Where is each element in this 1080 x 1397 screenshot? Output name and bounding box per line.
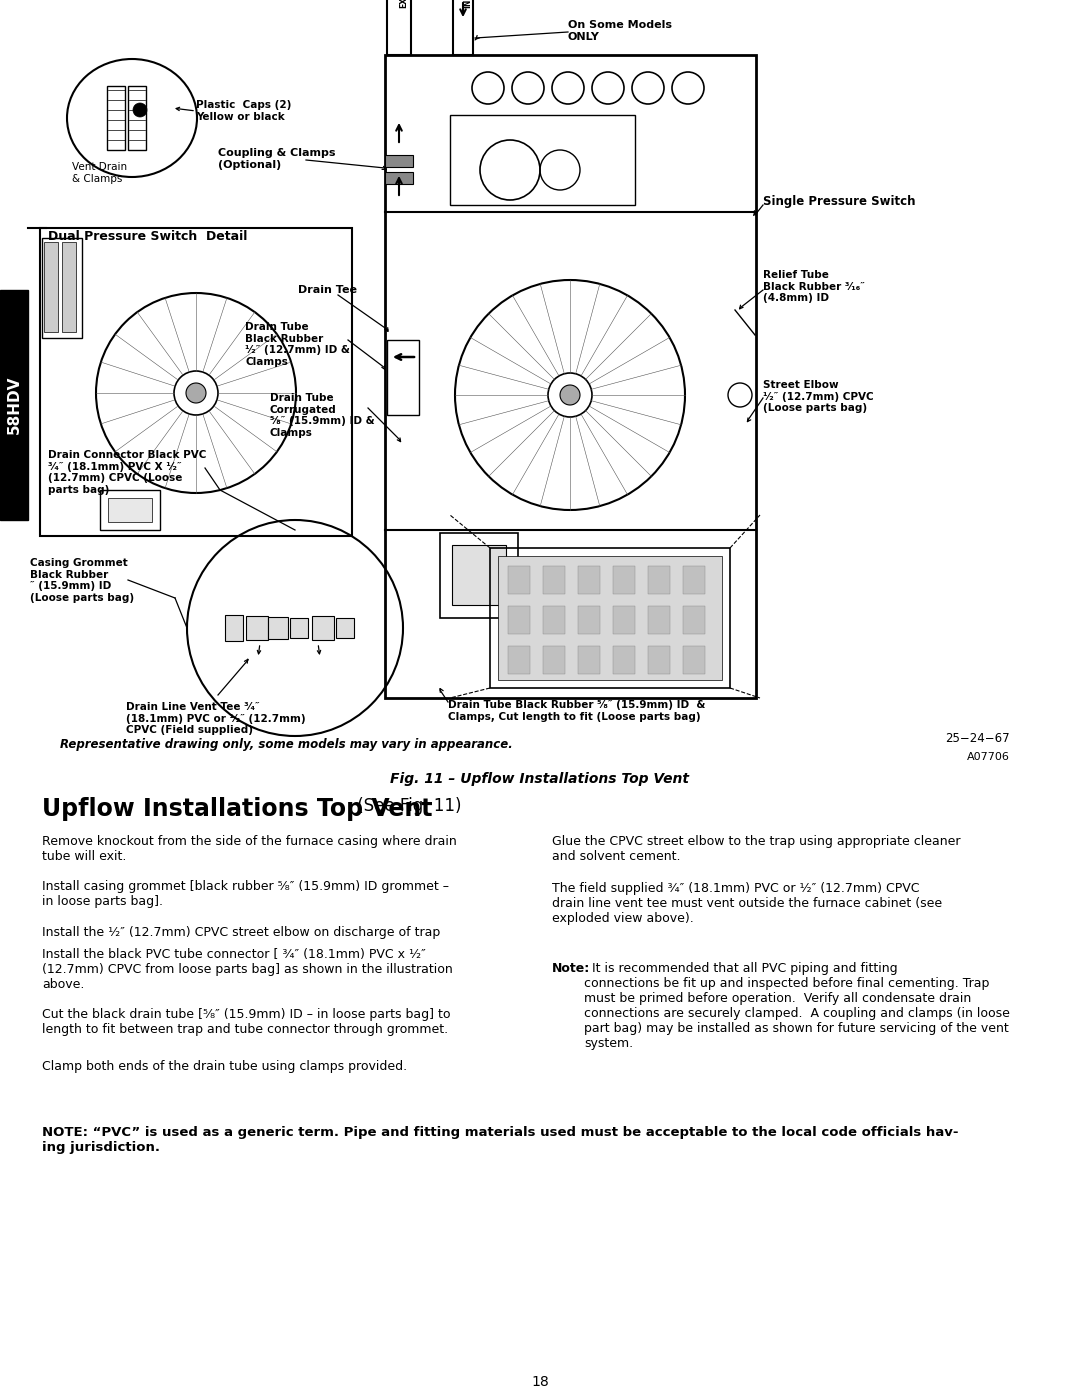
Text: Plastic  Caps (2)
Yellow or black: Plastic Caps (2) Yellow or black bbox=[195, 101, 292, 122]
Bar bbox=[543, 645, 565, 673]
Bar bbox=[100, 490, 160, 529]
Bar bbox=[683, 566, 705, 594]
Bar bbox=[268, 617, 288, 638]
Text: 25−24−67: 25−24−67 bbox=[945, 732, 1010, 745]
Circle shape bbox=[186, 383, 206, 402]
Text: Drain Tube
Corrugated
⁵⁄₈″ (15.9mm) ID &
Clamps: Drain Tube Corrugated ⁵⁄₈″ (15.9mm) ID &… bbox=[270, 393, 375, 437]
Bar bbox=[613, 606, 635, 634]
Bar bbox=[578, 645, 600, 673]
Text: NOTE: “PVC” is used as a generic term. Pipe and fitting materials used must be a: NOTE: “PVC” is used as a generic term. P… bbox=[42, 1126, 959, 1154]
Text: 18: 18 bbox=[531, 1375, 549, 1389]
Text: Cut the black drain tube [⁵⁄₈″ (15.9mm) ID – in loose parts bag] to
length to fi: Cut the black drain tube [⁵⁄₈″ (15.9mm) … bbox=[42, 1009, 450, 1037]
Text: Representative drawing only, some models may vary in appearance.: Representative drawing only, some models… bbox=[59, 738, 512, 752]
Bar bbox=[225, 615, 243, 641]
Text: Remove knockout from the side of the furnace casing where drain
tube will exit.: Remove knockout from the side of the fur… bbox=[42, 835, 457, 863]
Bar bbox=[683, 645, 705, 673]
Text: Install the ¹⁄₂″ (12.7mm) CPVC street elbow on discharge of trap: Install the ¹⁄₂″ (12.7mm) CPVC street el… bbox=[42, 926, 441, 939]
Bar bbox=[508, 566, 530, 594]
Text: Note:: Note: bbox=[552, 963, 591, 975]
Text: It is recommended that all PVC piping and fitting
connections be fit up and insp: It is recommended that all PVC piping an… bbox=[584, 963, 1010, 1051]
Bar bbox=[498, 556, 723, 680]
Bar bbox=[453, 0, 473, 54]
Bar bbox=[40, 228, 352, 536]
Text: Coupling & Clamps
(Optional): Coupling & Clamps (Optional) bbox=[218, 148, 336, 169]
Bar bbox=[543, 566, 565, 594]
Bar bbox=[508, 606, 530, 634]
Bar bbox=[683, 606, 705, 634]
Circle shape bbox=[133, 103, 147, 117]
Bar bbox=[648, 566, 670, 594]
Bar bbox=[508, 645, 530, 673]
Text: Drain Line Vent Tee ³⁄₄″
(18.1mm) PVC or ¹⁄₂″ (12.7mm)
CPVC (Field supplied): Drain Line Vent Tee ³⁄₄″ (18.1mm) PVC or… bbox=[126, 703, 306, 735]
Text: (See Fig. 11): (See Fig. 11) bbox=[352, 798, 461, 814]
Bar bbox=[543, 606, 565, 634]
Text: A07706: A07706 bbox=[967, 752, 1010, 761]
Bar bbox=[490, 548, 730, 687]
Bar bbox=[648, 606, 670, 634]
Text: Clamp both ends of the drain tube using clamps provided.: Clamp both ends of the drain tube using … bbox=[42, 1060, 407, 1073]
Bar bbox=[613, 566, 635, 594]
Circle shape bbox=[561, 386, 580, 405]
Text: Install casing grommet [black rubber ⁵⁄₈″ (15.9mm) ID grommet –
in loose parts b: Install casing grommet [black rubber ⁵⁄₈… bbox=[42, 880, 449, 908]
Bar bbox=[384, 54, 756, 698]
Text: Relief Tube
Black Rubber ³⁄₁₆″
(4.8mm) ID: Relief Tube Black Rubber ³⁄₁₆″ (4.8mm) I… bbox=[762, 270, 865, 303]
Bar bbox=[384, 155, 413, 168]
Bar bbox=[336, 617, 354, 638]
Bar bbox=[453, 545, 507, 605]
Text: Drain Tube Black Rubber ⁵⁄₈″ (15.9mm) ID  &
Clamps, Cut length to fit (Loose par: Drain Tube Black Rubber ⁵⁄₈″ (15.9mm) ID… bbox=[448, 700, 705, 722]
Text: INLET: INLET bbox=[463, 0, 472, 8]
Bar bbox=[387, 0, 411, 54]
Bar bbox=[384, 172, 413, 184]
Bar bbox=[0, 291, 28, 520]
Text: Street Elbow
¹⁄₂″ (12.7mm) CPVC
(Loose parts bag): Street Elbow ¹⁄₂″ (12.7mm) CPVC (Loose p… bbox=[762, 380, 874, 414]
Text: Single Pressure Switch: Single Pressure Switch bbox=[762, 196, 916, 208]
Text: 58HDV: 58HDV bbox=[6, 376, 22, 434]
Text: Drain Connector Black PVC
³⁄₄″ (18.1mm) PVC X ¹⁄₂″
(12.7mm) CPVC (Loose
parts ba: Drain Connector Black PVC ³⁄₄″ (18.1mm) … bbox=[48, 450, 206, 495]
Text: Glue the CPVC street elbow to the trap using appropriate cleaner
and solvent cem: Glue the CPVC street elbow to the trap u… bbox=[552, 835, 960, 863]
Text: EXHAUST: EXHAUST bbox=[399, 0, 408, 8]
Text: Fig. 11 – Upflow Installations Top Vent: Fig. 11 – Upflow Installations Top Vent bbox=[391, 773, 689, 787]
Text: Drain Tee: Drain Tee bbox=[298, 285, 357, 295]
Text: Dual Pressure Switch  Detail: Dual Pressure Switch Detail bbox=[48, 231, 247, 243]
Text: On Some Models
ONLY: On Some Models ONLY bbox=[568, 20, 672, 42]
Text: The field supplied ³⁄₄″ (18.1mm) PVC or ¹⁄₂″ (12.7mm) CPVC
drain line vent tee m: The field supplied ³⁄₄″ (18.1mm) PVC or … bbox=[552, 882, 942, 925]
Bar bbox=[440, 534, 518, 617]
Text: Upflow Installations Top Vent: Upflow Installations Top Vent bbox=[42, 798, 432, 821]
Bar bbox=[648, 645, 670, 673]
Bar bbox=[42, 237, 82, 338]
Bar bbox=[578, 606, 600, 634]
Bar bbox=[108, 497, 152, 522]
Text: Vent Drain
& Clamps: Vent Drain & Clamps bbox=[72, 162, 127, 183]
Bar bbox=[246, 616, 268, 640]
Text: Drain Tube
Black Rubber
¹⁄₂″ (12.7mm) ID &
Clamps: Drain Tube Black Rubber ¹⁄₂″ (12.7mm) ID… bbox=[245, 321, 350, 367]
Bar bbox=[291, 617, 308, 638]
Bar bbox=[44, 242, 58, 332]
Bar bbox=[129, 87, 146, 149]
Text: Install the black PVC tube connector [ ³⁄₄″ (18.1mm) PVC x ¹⁄₂″
(12.7mm) CPVC fr: Install the black PVC tube connector [ ³… bbox=[42, 949, 453, 990]
Bar bbox=[62, 242, 76, 332]
Bar bbox=[107, 87, 125, 149]
Bar bbox=[450, 115, 635, 205]
Bar bbox=[312, 616, 334, 640]
Bar bbox=[387, 339, 419, 415]
Text: Casing Grommet
Black Rubber
″ (15.9mm) ID
(Loose parts bag): Casing Grommet Black Rubber ″ (15.9mm) I… bbox=[30, 557, 134, 602]
Bar bbox=[578, 566, 600, 594]
Bar bbox=[613, 645, 635, 673]
